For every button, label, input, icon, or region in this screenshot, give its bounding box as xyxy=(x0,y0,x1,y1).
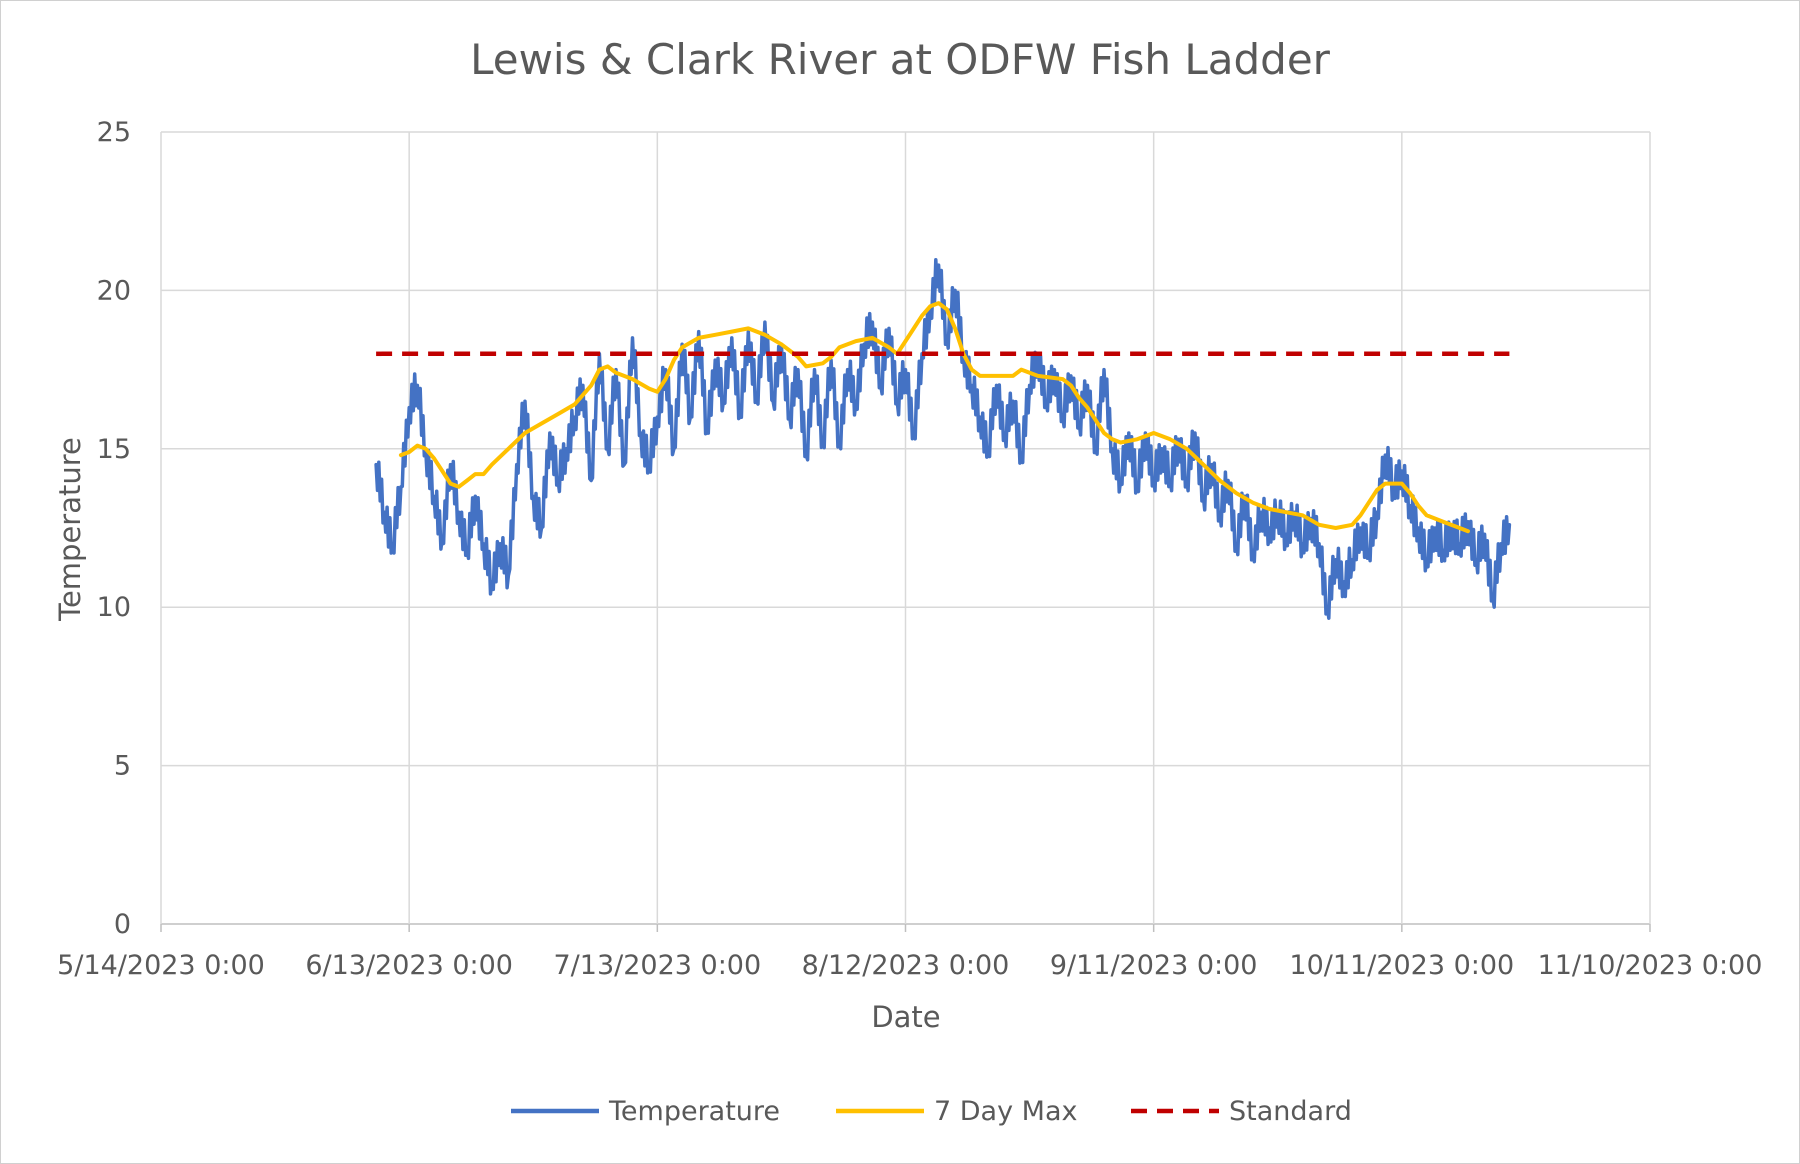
legend-label: Standard xyxy=(1229,1096,1352,1127)
x-tick-label: 10/11/2023 0:00 xyxy=(1289,950,1514,981)
y-tick-label: 15 xyxy=(97,434,131,465)
y-tick-label: 10 xyxy=(97,592,131,623)
x-axis-title: Date xyxy=(871,1000,940,1034)
grid-lines xyxy=(160,131,1651,932)
x-tick-label: 6/13/2023 0:00 xyxy=(305,950,513,981)
x-tick-label: 7/13/2023 0:00 xyxy=(554,950,762,981)
y-tick-label: 5 xyxy=(114,751,131,782)
y-tick-label: 20 xyxy=(97,275,131,306)
y-tick-label: 25 xyxy=(97,117,131,148)
x-tick-label: 8/12/2023 0:00 xyxy=(802,950,1010,981)
legend-label: Temperature xyxy=(608,1096,780,1127)
x-tick-label: 11/10/2023 0:00 xyxy=(1538,950,1763,981)
x-tick-label: 9/11/2023 0:00 xyxy=(1050,950,1258,981)
x-tick-labels: 5/14/2023 0:00 6/13/2023 0:00 7/13/2023 0:… xyxy=(57,950,1762,981)
y-axis-title: Temperature xyxy=(53,437,87,622)
y-tick-labels: 0 5 10 15 20 25 xyxy=(97,117,131,940)
series-lines xyxy=(374,258,1512,620)
legend: Temperature 7 Day Max Standard xyxy=(511,1096,1352,1127)
legend-label: 7 Day Max xyxy=(934,1096,1077,1127)
chart-title: Lewis & Clark River at ODFW Fish Ladder xyxy=(470,35,1331,84)
x-tick-label: 5/14/2023 0:00 xyxy=(57,950,265,981)
y-tick-label: 0 xyxy=(114,909,131,940)
temperature-line xyxy=(374,258,1512,620)
7-day-max-line xyxy=(398,301,1470,534)
